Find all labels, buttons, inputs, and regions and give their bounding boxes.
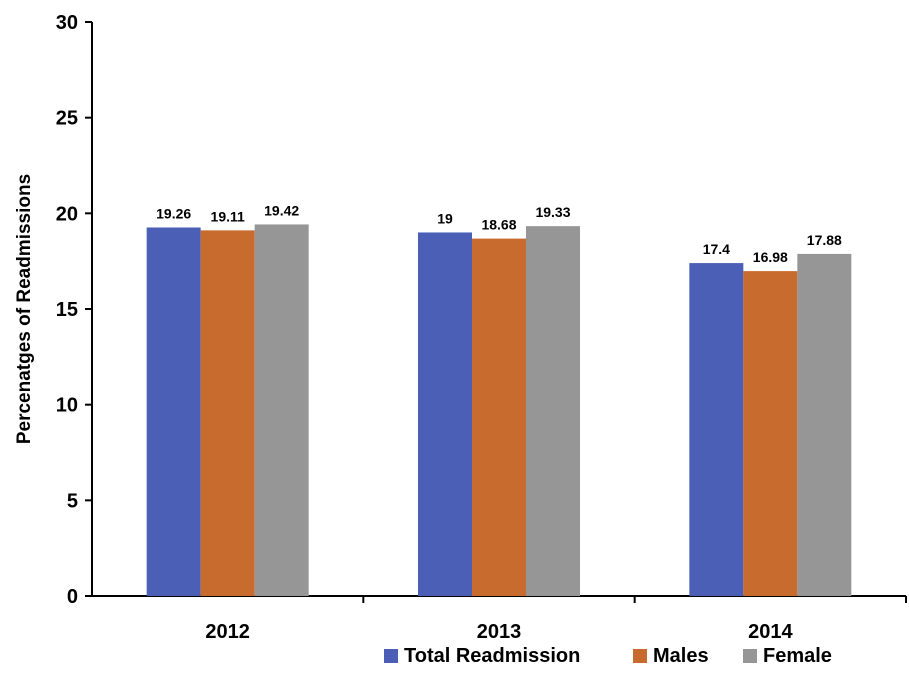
x-ticks: 2012 2013 2014 [205, 596, 907, 643]
y-tick-label: 5 [67, 490, 78, 512]
data-label: 19.26 [156, 205, 191, 221]
x-tick-label: 2014 [748, 621, 793, 643]
x-tick-label: 2013 [477, 621, 522, 643]
bars [146, 224, 852, 597]
bar-males-2013 [472, 238, 526, 596]
legend-swatch [384, 649, 398, 663]
data-label: 19 [437, 210, 453, 226]
data-label: 17.4 [703, 241, 730, 257]
y-tick-label: 0 [67, 586, 78, 608]
bar-total-readmission-2014 [689, 263, 744, 596]
bar-total-readmission-2012 [146, 227, 201, 596]
legend: Total Readmission Males Female [384, 645, 832, 667]
legend-label: Males [653, 645, 709, 667]
bar-total-readmission-2013 [418, 232, 472, 596]
y-tick-label: 10 [56, 395, 78, 417]
y-tick-label: 20 [56, 203, 78, 225]
data-labels: 19.26 19.11 19.42 19 18.68 19.33 17.4 16.98 17.8… [156, 202, 842, 265]
data-label: 16.98 [753, 249, 788, 265]
data-label: 18.68 [481, 217, 516, 233]
bar-female-2014 [797, 253, 852, 596]
x-tick-label: 2012 [205, 621, 250, 643]
data-label: 19.11 [211, 208, 245, 224]
y-tick-label: 30 [56, 12, 78, 34]
legend-swatch [743, 649, 757, 663]
y-tick-label: 25 [56, 108, 78, 130]
y-axis-title: Percenatges of Readmissions [14, 174, 35, 444]
legend-label: Female [763, 645, 832, 667]
data-label: 19.33 [535, 204, 570, 220]
bar-males-2012 [200, 230, 255, 596]
y-tick-label: 15 [56, 299, 78, 321]
bar-female-2013 [526, 226, 580, 597]
data-label: 17.88 [807, 232, 842, 248]
legend-swatch [633, 649, 647, 663]
bar-female-2012 [254, 224, 309, 596]
legend-label: Total Readmission [404, 645, 580, 667]
y-ticks: 0 5 10 15 20 25 30 [56, 12, 92, 608]
data-label: 19.42 [264, 202, 299, 218]
bar-males-2014 [743, 271, 798, 596]
